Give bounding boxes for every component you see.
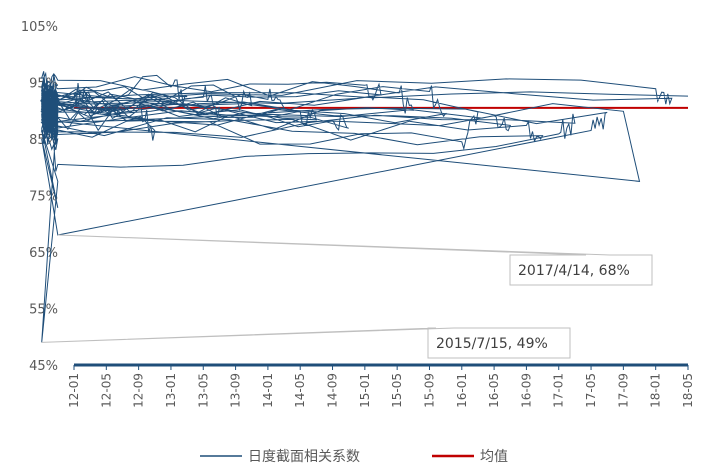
x-tick-label: 12-09 — [132, 373, 146, 408]
x-tick-label: 18-01 — [649, 373, 663, 408]
x-tick-label: 13-09 — [229, 373, 243, 408]
x-tick-label: 14-05 — [293, 373, 307, 408]
x-tick-label: 17-01 — [552, 373, 566, 408]
x-axis-tick-labels: 12-01 12-05 12-09 13-01 13-05 13-09 14-01 14-05… — [67, 373, 695, 408]
legend-label-mean: 均值 — [480, 449, 508, 465]
x-tick-label: 12-05 — [99, 373, 113, 408]
x-tick-label: 15-09 — [422, 373, 436, 408]
x-tick-label: 16-09 — [519, 373, 533, 408]
annotation-callout-2015: 2015/7/15, 49% — [41, 327, 571, 359]
y-tick-label: 65% — [29, 246, 58, 261]
x-tick-label: 15-01 — [358, 373, 372, 408]
x-tick-label: 16-01 — [455, 373, 469, 408]
annotation-callout-2017-box — [57, 234, 653, 286]
x-tick-label: 17-09 — [616, 373, 630, 408]
legend-label-daily-correlation: 日度截面相关系数 — [248, 449, 360, 465]
x-tick-label: 14-09 — [326, 373, 340, 408]
y-tick-label: 45% — [29, 359, 58, 374]
x-tick-label: 15-05 — [390, 373, 404, 408]
y-axis-tick-labels: 45%55%65%75%85%95%105% — [21, 20, 58, 374]
x-tick-label: 13-01 — [164, 373, 178, 408]
series-daily-correlation-line — [39, 71, 689, 343]
annotation-callout-2015-box — [41, 327, 571, 359]
y-tick-label: 105% — [21, 20, 58, 35]
legend: 日度截面相关系数 均值 — [200, 449, 508, 465]
x-tick-label: 16-05 — [487, 373, 501, 408]
x-tick-label: 17-05 — [584, 373, 598, 408]
annotation-callout-2017-text: 2017/4/14, 68% — [518, 263, 630, 279]
x-tick-label: 12-01 — [67, 373, 81, 408]
x-tick-label: 13-05 — [196, 373, 210, 408]
x-tick-label: 18-05 — [681, 373, 695, 408]
x-tick-label: 14-01 — [261, 373, 275, 408]
annotation-callout-2015-text: 2015/7/15, 49% — [436, 336, 548, 352]
annotation-callout-2017: 2017/4/14, 68% — [57, 234, 653, 286]
